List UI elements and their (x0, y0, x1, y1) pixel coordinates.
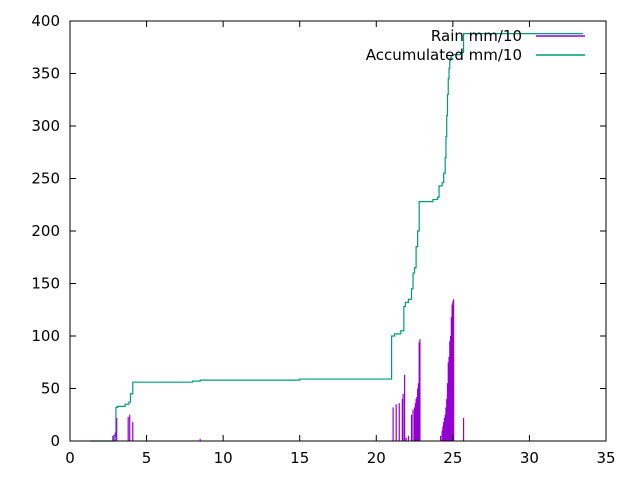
x-tick-label: 5 (142, 449, 152, 467)
legend-label-rain: Rain mm/10 (431, 27, 522, 45)
y-tick-label: 350 (31, 65, 60, 83)
x-tick-label: 25 (443, 449, 462, 467)
y-tick-label: 100 (31, 327, 60, 345)
rain-impulses-layer (112, 299, 465, 441)
y-tick-label: 50 (41, 380, 60, 398)
accumulated-line (89, 33, 584, 442)
y-tick-label: 200 (31, 222, 60, 240)
legend-label-accumulated: Accumulated mm/10 (366, 46, 522, 64)
x-tick-label: 10 (214, 449, 233, 467)
x-tick-label: 0 (65, 449, 75, 467)
x-tick-label: 30 (520, 449, 539, 467)
accumulated-layer (89, 33, 584, 442)
x-tick-label: 20 (367, 449, 386, 467)
y-tick-label: 150 (31, 275, 60, 293)
y-tick-label: 0 (50, 432, 60, 450)
y-tick-label: 250 (31, 170, 60, 188)
legend: Rain mm/10 Accumulated mm/10 (366, 27, 585, 64)
y-tick-label: 400 (31, 12, 60, 30)
y-tick-label: 300 (31, 117, 60, 135)
x-tick-label: 15 (290, 449, 309, 467)
x-tick-label: 35 (596, 449, 615, 467)
